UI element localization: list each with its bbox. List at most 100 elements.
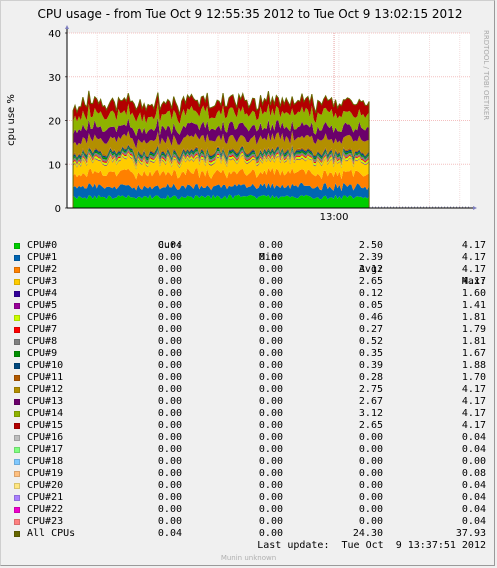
legend-swatch (14, 291, 20, 297)
legend-min: 0.00 (258, 336, 283, 347)
footer-label: Munin unknown (220, 554, 277, 562)
legend-cur: 0.00 (157, 288, 182, 299)
legend-avg: 0.28 (358, 372, 383, 383)
legend-label: CPU#15 (27, 420, 64, 431)
legend-cur: 0.00 (157, 408, 182, 419)
y-tick-label: 30 (48, 73, 61, 84)
legend-avg: 0.35 (358, 348, 383, 359)
legend-label: CPU#1 (27, 252, 58, 263)
legend-label: CPU#20 (27, 480, 64, 491)
area-series-cpu11 (73, 144, 370, 161)
legend-swatch (14, 243, 20, 249)
legend-row: CPU#20 0.00 0.00 0.00 0.04 (0, 480, 497, 492)
legend-min: 0.00 (258, 516, 283, 527)
legend-label: CPU#11 (27, 372, 64, 383)
legend-avg: 0.12 (358, 288, 383, 299)
legend-avg: 0.00 (358, 492, 383, 503)
legend-cur: 0.04 (157, 240, 182, 251)
area-series-cpu14 (73, 102, 370, 137)
legend-min: 0.00 (258, 348, 283, 359)
area-series-cpu12 (73, 130, 370, 159)
legend-label: CPU#18 (27, 456, 64, 467)
legend-label: CPU#5 (27, 300, 58, 311)
legend-header: Cur: Min: Avg: Max: (0, 228, 497, 287)
legend-row: CPU#16 0.00 0.00 0.00 0.04 (0, 432, 497, 444)
header-max: Max: (461, 276, 486, 287)
legend-max: 37.93 (455, 528, 486, 539)
legend-swatch (14, 459, 20, 465)
area-series-cpu8 (73, 148, 370, 166)
legend-swatch (14, 483, 20, 489)
legend-min: 0.00 (258, 372, 283, 383)
legend-label: CPU#2 (27, 264, 58, 275)
legend-swatch (14, 279, 20, 285)
legend-avg: 0.39 (358, 360, 383, 371)
legend-min: 0.00 (258, 444, 283, 455)
legend-row: CPU#22 0.00 0.00 0.00 0.04 (0, 504, 497, 516)
legend-row: CPU#18 0.00 0.00 0.00 0.00 (0, 456, 497, 468)
legend-cur: 0.00 (157, 468, 182, 479)
legend-row: CPU#8 0.00 0.00 0.52 1.81 (0, 336, 497, 348)
legend-avg: 0.00 (358, 468, 383, 479)
y-axis-label: cpu use % (6, 94, 17, 146)
header-cur: Cur: (157, 240, 182, 251)
legend-max: 4.17 (461, 264, 486, 275)
legend-avg: 2.75 (358, 384, 383, 395)
legend-max: 4.17 (461, 420, 486, 431)
legend-label: CPU#8 (27, 336, 58, 347)
legend-max: 4.17 (461, 408, 486, 419)
legend-min: 0.00 (258, 360, 283, 371)
legend-max: 1.81 (461, 336, 486, 347)
legend-swatch (14, 351, 20, 357)
legend-min: 0.00 (258, 420, 283, 431)
legend-min: 0.00 (258, 468, 283, 479)
area-series-cpu7 (73, 151, 370, 167)
legend-max: 1.88 (461, 360, 486, 371)
legend-avg: 3.12 (358, 264, 383, 275)
legend-label: CPU#21 (27, 492, 64, 503)
watermark: RRDTOOL / TOBI OETIKER (482, 30, 490, 120)
legend-max: 0.04 (461, 432, 486, 443)
legend-cur: 0.00 (157, 264, 182, 275)
legend-min: 0.00 (258, 300, 283, 311)
legend-min: 0.00 (258, 456, 283, 467)
legend-avg: 2.50 (358, 240, 383, 251)
area-series-cpu9 (73, 146, 370, 164)
legend-avg: 2.67 (358, 396, 383, 407)
legend-label: CPU#13 (27, 396, 64, 407)
legend-cur: 0.00 (157, 504, 182, 515)
legend-swatch (14, 375, 20, 381)
legend-swatch (14, 315, 20, 321)
legend-cur: 0.00 (157, 348, 182, 359)
legend-max: 4.17 (461, 240, 486, 251)
legend-row: CPU#19 0.00 0.00 0.00 0.08 (0, 468, 497, 480)
legend-min: 0.00 (258, 528, 283, 539)
legend-max: 1.81 (461, 312, 486, 323)
legend-cur: 0.00 (157, 444, 182, 455)
legend-cur: 0.00 (157, 384, 182, 395)
legend-min: 0.00 (258, 396, 283, 407)
legend-row: CPU#10 0.00 0.00 0.39 1.88 (0, 360, 497, 372)
legend-min: 0.00 (258, 312, 283, 323)
legend-swatch (14, 519, 20, 525)
y-tick-label: 10 (48, 160, 61, 171)
legend-cur: 0.00 (157, 300, 182, 311)
legend-avg: 0.52 (358, 336, 383, 347)
legend-avg: 0.27 (358, 324, 383, 335)
legend-max: 0.04 (461, 480, 486, 491)
legend-cur: 0.00 (157, 276, 182, 287)
legend-cur: 0.00 (157, 360, 182, 371)
legend-avg: 0.00 (358, 516, 383, 527)
legend-avg: 2.65 (358, 276, 383, 287)
legend-max: 0.04 (461, 504, 486, 515)
legend-avg: 2.39 (358, 252, 383, 263)
legend-row: CPU#3 0.00 0.00 2.65 4.17 (0, 276, 497, 288)
legend-label: CPU#17 (27, 444, 64, 455)
legend-cur: 0.00 (157, 516, 182, 527)
legend-row: CPU#4 0.00 0.00 0.12 1.60 (0, 288, 497, 300)
legend-label: CPU#3 (27, 276, 58, 287)
x-tick-label: 13:00 (320, 212, 349, 223)
legend-avg: 0.00 (358, 456, 383, 467)
